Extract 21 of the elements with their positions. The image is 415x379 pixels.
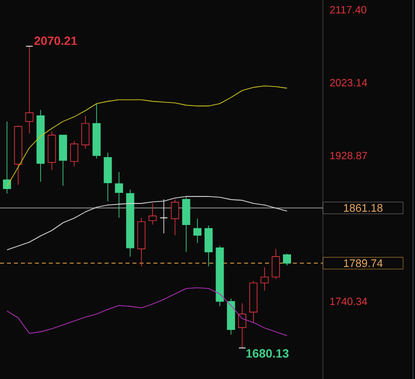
candlestick bbox=[204, 225, 213, 267]
y-tick-label: 1740.34 bbox=[330, 298, 368, 306]
candlestick bbox=[193, 218, 202, 244]
candlestick bbox=[282, 253, 292, 266]
annotation: 2070.21 bbox=[34, 36, 77, 46]
annotation: 1680.13 bbox=[246, 349, 289, 358]
candlestick bbox=[114, 172, 124, 218]
candlestick bbox=[272, 248, 280, 280]
ref-line-label: 1789.74 bbox=[344, 259, 383, 268]
candlestick bbox=[70, 140, 78, 167]
y-tick-label: 2117.40 bbox=[330, 6, 366, 14]
candlestick bbox=[148, 202, 157, 225]
candlestick bbox=[160, 198, 168, 234]
candlestick bbox=[260, 267, 269, 292]
candlestick bbox=[81, 115, 90, 150]
y-tick-label: 1928.87 bbox=[330, 152, 367, 160]
y-tick-label: 2023.14 bbox=[330, 78, 368, 86]
candlestick bbox=[2, 121, 12, 194]
candlestick bbox=[170, 198, 180, 236]
ref-line-label: 1861.18 bbox=[344, 204, 382, 212]
candlestick bbox=[238, 303, 246, 348]
